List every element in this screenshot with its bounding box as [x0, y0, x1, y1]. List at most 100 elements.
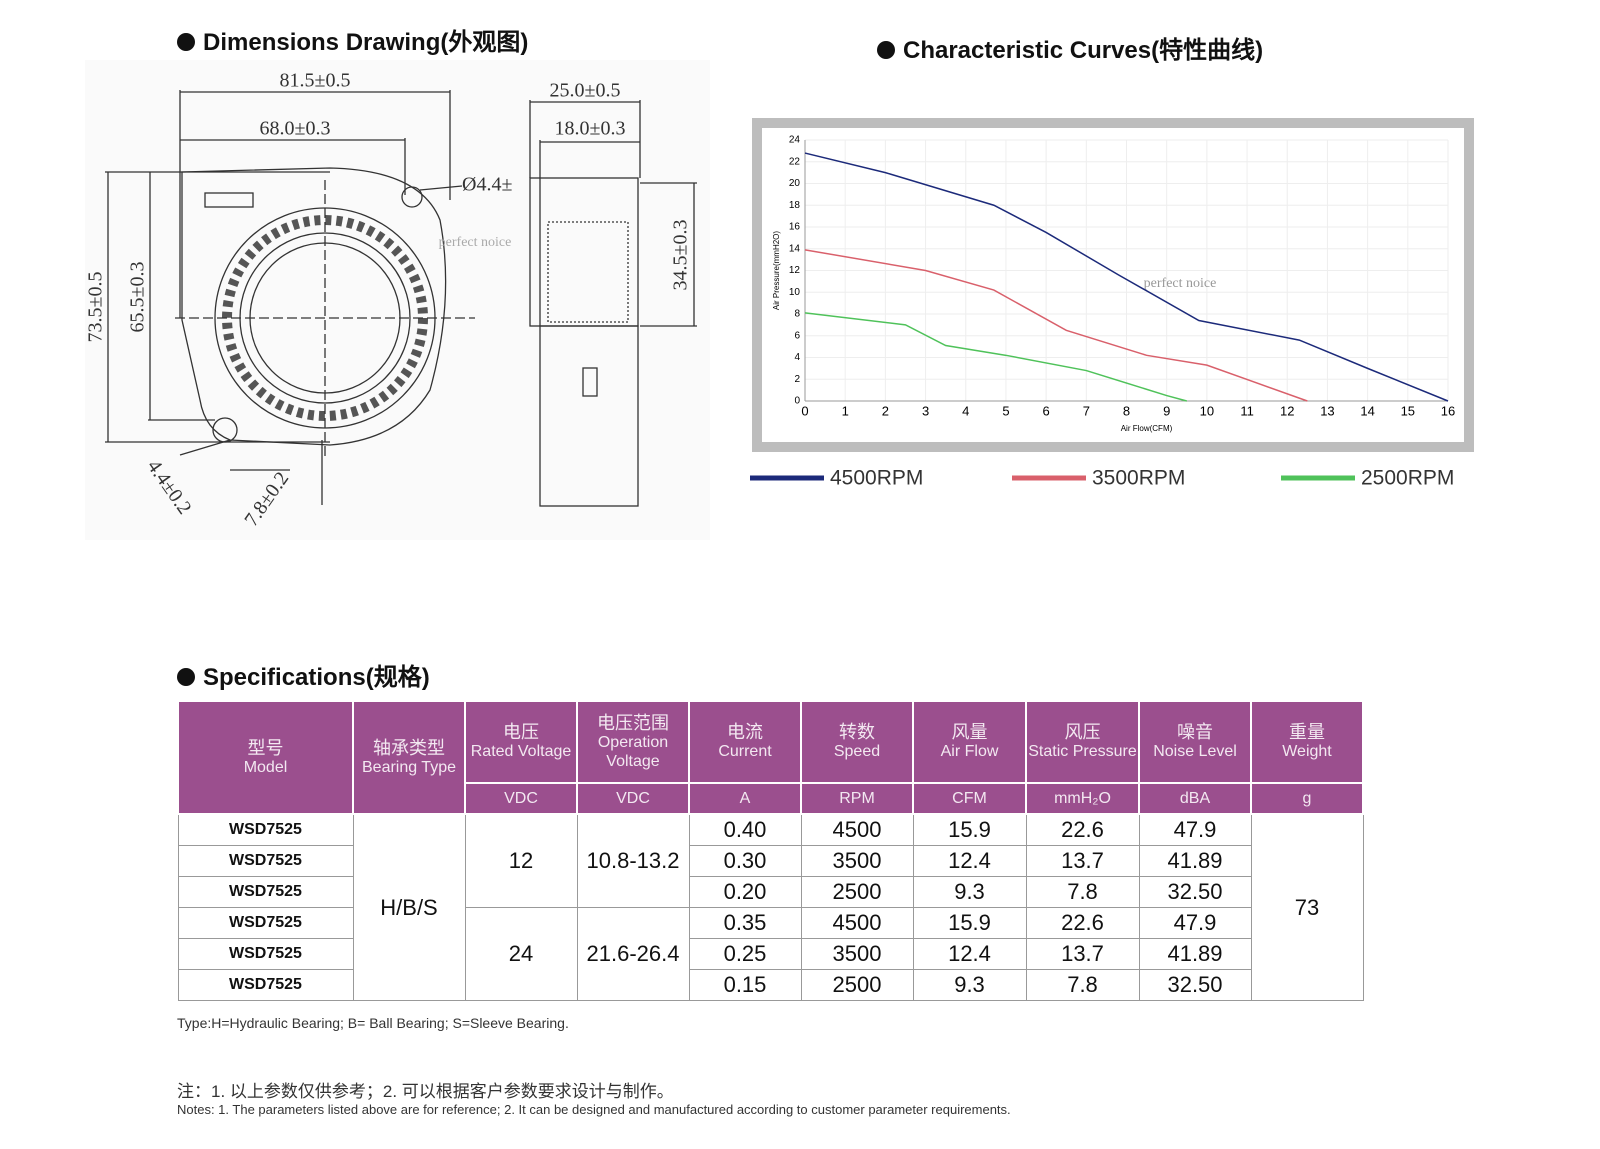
header-zh: 型号	[247, 737, 284, 758]
table-cell: WSD7525	[177, 969, 354, 1001]
y-tick-label: 4	[794, 352, 800, 363]
table-cell: 10.8-13.2	[576, 813, 690, 908]
table-cell: VDC	[576, 782, 690, 815]
table-cell: WSD7525	[177, 845, 354, 877]
header-en: Weight	[1282, 743, 1332, 760]
table-cell: 4500	[800, 907, 914, 939]
x-tick-label: 4	[962, 403, 969, 418]
y-axis-label: Air Pressure(mmH2O)	[772, 231, 781, 310]
legend-label: 3500RPM	[1092, 467, 1185, 490]
table-cell: A	[688, 782, 802, 815]
section-title: Characteristic Curves(特性曲线)	[877, 30, 1263, 65]
header-zh: 电压范围	[597, 712, 669, 733]
x-tick-label: 12	[1280, 403, 1294, 418]
x-tick-label: 1	[842, 403, 849, 418]
header-zh: 转数	[839, 722, 875, 742]
y-tick-label: 14	[789, 243, 801, 254]
table-cell: 12.4	[912, 845, 1027, 877]
table-cell: 12.4	[912, 938, 1027, 970]
x-tick-label: 14	[1360, 403, 1374, 418]
x-tick-label: 3	[922, 403, 929, 418]
header-en: Air Flow	[940, 743, 999, 760]
table-cell: 73	[1250, 813, 1364, 1001]
table-cell: WSD7525	[177, 907, 354, 939]
header-zh: 噪音	[1177, 722, 1213, 742]
section-title: Dimensions Drawing(外观图)	[177, 22, 528, 57]
header-en: Model	[243, 758, 288, 776]
x-tick-label: 11	[1240, 403, 1254, 418]
x-tick-label: 5	[1002, 403, 1009, 418]
table-cell: 22.6	[1025, 813, 1140, 846]
table-cell: 41.89	[1138, 845, 1252, 877]
table-cell: 47.9	[1138, 907, 1252, 939]
notes-en: Notes: 1. The parameters listed above ar…	[177, 1102, 1011, 1117]
legend-label: 4500RPM	[830, 467, 923, 490]
y-tick-label: 2	[794, 374, 800, 385]
table-cell: 2500	[800, 876, 914, 908]
y-tick-label: 10	[789, 287, 801, 298]
table-cell: 2500	[800, 969, 914, 1001]
dimension-label: 68.0±0.3	[260, 118, 331, 140]
table-cell: 41.89	[1138, 938, 1252, 970]
x-tick-label: 16	[1441, 403, 1455, 418]
y-tick-label: 22	[789, 156, 801, 167]
table-cell: 9.3	[912, 969, 1027, 1001]
header-en: Current	[718, 743, 772, 760]
table-row: VDC VDC A RPM CFM mmH₂O dBA g	[178, 782, 1364, 815]
notes-zh: 注：1. 以上参数仅供参考；2. 可以根据客户参数要求设计与制作。	[177, 1082, 674, 1101]
x-tick-label: 9	[1163, 403, 1170, 418]
table-row: WSD7525 0.20 2500 9.3 7.8 32.50	[177, 876, 1363, 908]
dim-line	[179, 439, 231, 456]
watermark: perfect noice	[439, 235, 512, 250]
table-cell: 22.6	[1025, 907, 1140, 939]
header-zh: 轴承类型	[373, 737, 445, 758]
table-cell: 7.8	[1025, 876, 1140, 908]
plot-background	[762, 128, 1464, 442]
table-cell: WSD7525	[177, 813, 354, 846]
y-tick-label: 16	[789, 222, 801, 233]
x-axis-label: Air Flow(CFM)	[1121, 424, 1173, 433]
dimension-label: 18.0±0.3	[555, 118, 626, 140]
y-tick-label: 12	[789, 265, 801, 276]
side-base	[539, 325, 639, 507]
y-tick-label: 24	[789, 135, 801, 146]
table-row: WSD7525 24 21.6-26.4 0.35 4500 15.9 22.6 47.9	[177, 907, 1363, 1001]
table-cell: 风量 Air Flow	[912, 700, 1027, 784]
table-cell: 13.7	[1025, 938, 1140, 970]
section-title: Specifications(规格)	[177, 657, 430, 692]
y-tick-label: 6	[794, 330, 800, 341]
series-line	[804, 249, 1308, 402]
table-row: 型号 Model 轴承类型 Bearing Type 电压 Rated Voltage 电压…	[177, 700, 1364, 815]
dimension-label: 81.5±0.5	[280, 70, 351, 92]
table-cell: 24	[464, 907, 578, 1001]
table-cell: 0.35	[688, 907, 802, 939]
header-zh: 重量	[1289, 722, 1325, 742]
table-cell: 0.40	[688, 813, 802, 846]
table-cell: 电压 Rated Voltage	[464, 700, 578, 784]
table-cell: H/B/S	[352, 813, 466, 1001]
type-note: Type:H=Hydraulic Bearing; B= Ball Bearin…	[177, 1015, 569, 1031]
dimension-label: Ø4.4±	[462, 174, 512, 196]
table-cell: 7.8	[1025, 969, 1140, 1001]
side-tab	[582, 367, 598, 397]
table-cell: 32.50	[1138, 969, 1252, 1001]
series-line	[804, 152, 1449, 402]
table-row: WSD7525 H/B/S 12 10.8-13.2 0.40 4500 15.9 22.6 4…	[177, 813, 1364, 1001]
x-tick-label: 10	[1200, 403, 1214, 418]
table-cell: 21.6-26.4	[576, 907, 690, 1001]
legend-label: 2500RPM	[1361, 467, 1454, 490]
table-cell: 32.50	[1138, 876, 1252, 908]
spec-table: 型号 Model 轴承类型 Bearing Type 电压 Rated Voltage 电压…	[177, 700, 1364, 1001]
header-en: Rated Voltage	[470, 743, 572, 760]
header-zh: 风量	[951, 722, 988, 742]
dimension-drawing: 81.5±0.5 68.0±0.3 Ø4.4± 73.5±0.5 65.5±0.…	[85, 60, 710, 540]
table-cell: 15.9	[912, 907, 1027, 939]
table-cell: 13.7	[1025, 845, 1140, 877]
table-cell: 型号 Model	[177, 700, 354, 815]
header-zh: 电压	[503, 722, 539, 742]
table-cell: 47.9	[1138, 813, 1252, 846]
x-tick-label: 13	[1320, 403, 1334, 418]
table-cell: 噪音 Noise Level	[1138, 700, 1252, 784]
dimension-label: 34.5±0.3	[670, 220, 692, 291]
table-cell: 风压 Static Pressure	[1025, 700, 1140, 784]
